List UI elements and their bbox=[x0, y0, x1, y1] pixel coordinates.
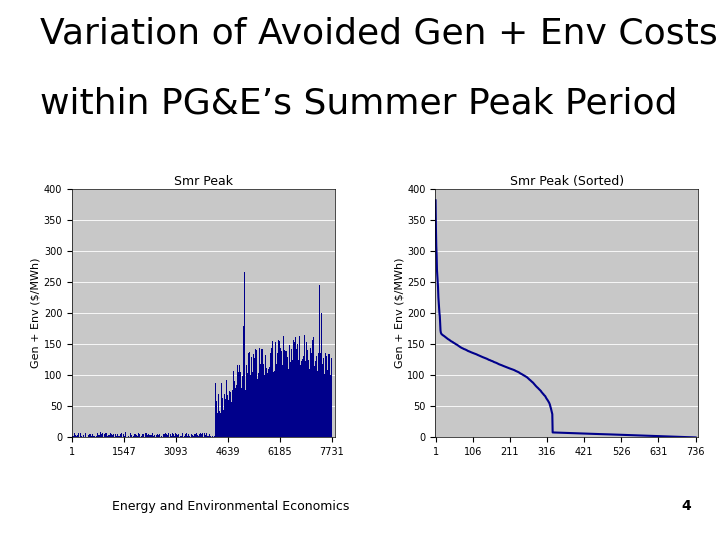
Text: within PG&E’s Summer Peak Period: within PG&E’s Summer Peak Period bbox=[40, 86, 677, 120]
Text: 4: 4 bbox=[681, 499, 691, 513]
Title: Smr Peak: Smr Peak bbox=[174, 175, 233, 188]
Title: Smr Peak (Sorted): Smr Peak (Sorted) bbox=[510, 175, 624, 188]
Text: Energy and Environmental Economics: Energy and Environmental Economics bbox=[112, 500, 349, 513]
Y-axis label: Gen + Env ($/MWh): Gen + Env ($/MWh) bbox=[31, 258, 41, 368]
Text: Variation of Avoided Gen + Env Costs: Variation of Avoided Gen + Env Costs bbox=[40, 16, 717, 50]
Y-axis label: Gen + Env ($/MWh): Gen + Env ($/MWh) bbox=[394, 258, 404, 368]
